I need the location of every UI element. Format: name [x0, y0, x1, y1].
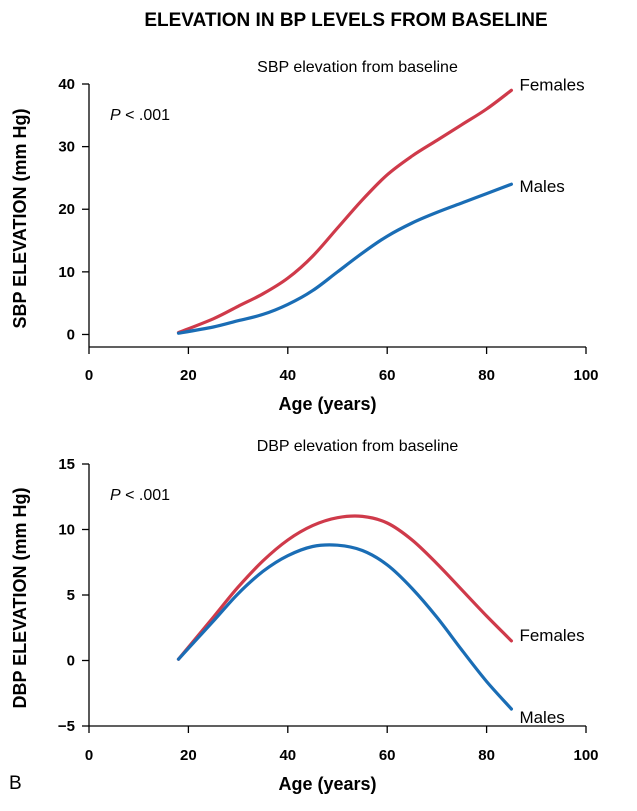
males-series-label: Males — [519, 708, 564, 727]
panel-letter: B — [9, 773, 22, 794]
dbp-panel: DBP elevation from baseline −5 0 5 10 15 0 20 40… — [10, 438, 599, 794]
y-axis-title: SBP ELEVATION (mm Hg) — [10, 108, 30, 328]
y-axis-title: DBP ELEVATION (mm Hg) — [10, 487, 30, 708]
x-tick-label: 60 — [379, 367, 396, 384]
x-axis-title: Age (years) — [278, 394, 376, 414]
chart-subtitle: SBP elevation from baseline — [257, 59, 458, 76]
x-tick-label: 80 — [478, 747, 495, 764]
males-series-line — [176, 543, 513, 711]
x-axis-title: Age (years) — [278, 774, 376, 794]
x-tick-label: 40 — [279, 367, 296, 384]
x-tick-label: 100 — [573, 367, 598, 384]
y-tick-label: 10 — [58, 264, 75, 281]
y-tick-label: 10 — [58, 522, 75, 539]
x-tick-label: 80 — [478, 367, 495, 384]
y-tick-label: 5 — [67, 587, 75, 604]
males-series-line — [176, 182, 513, 335]
p-value-annotation: P < .001 — [110, 487, 170, 504]
figure-title: ELEVATION IN BP LEVELS FROM BASELINE — [144, 10, 547, 31]
x-tick-label: 20 — [180, 367, 197, 384]
x-tick-label: 20 — [180, 747, 197, 764]
females-series-line — [176, 88, 513, 335]
y-tick-label: 40 — [58, 76, 75, 93]
females-series-label: Females — [519, 75, 584, 94]
x-tick-label: 40 — [279, 747, 296, 764]
x-tick-label: 100 — [573, 747, 598, 764]
x-tick-label: 60 — [379, 747, 396, 764]
females-series-line — [176, 514, 513, 661]
y-tick-label: 0 — [67, 326, 75, 343]
p-value-annotation: P < .001 — [110, 107, 170, 124]
males-series-label: Males — [519, 177, 564, 196]
y-tick-label: 20 — [58, 201, 75, 218]
chart-subtitle: DBP elevation from baseline — [257, 438, 459, 455]
sbp-panel: SBP elevation from baseline 0 10 20 30 40 0 20 4… — [10, 59, 599, 414]
y-tick-label: 30 — [58, 139, 75, 156]
females-series-label: Females — [519, 626, 584, 645]
y-tick-label: −5 — [58, 718, 75, 735]
y-tick-label: 0 — [67, 653, 75, 670]
x-tick-label: 0 — [85, 367, 93, 384]
x-tick-label: 0 — [85, 747, 93, 764]
y-tick-label: 15 — [58, 456, 75, 473]
